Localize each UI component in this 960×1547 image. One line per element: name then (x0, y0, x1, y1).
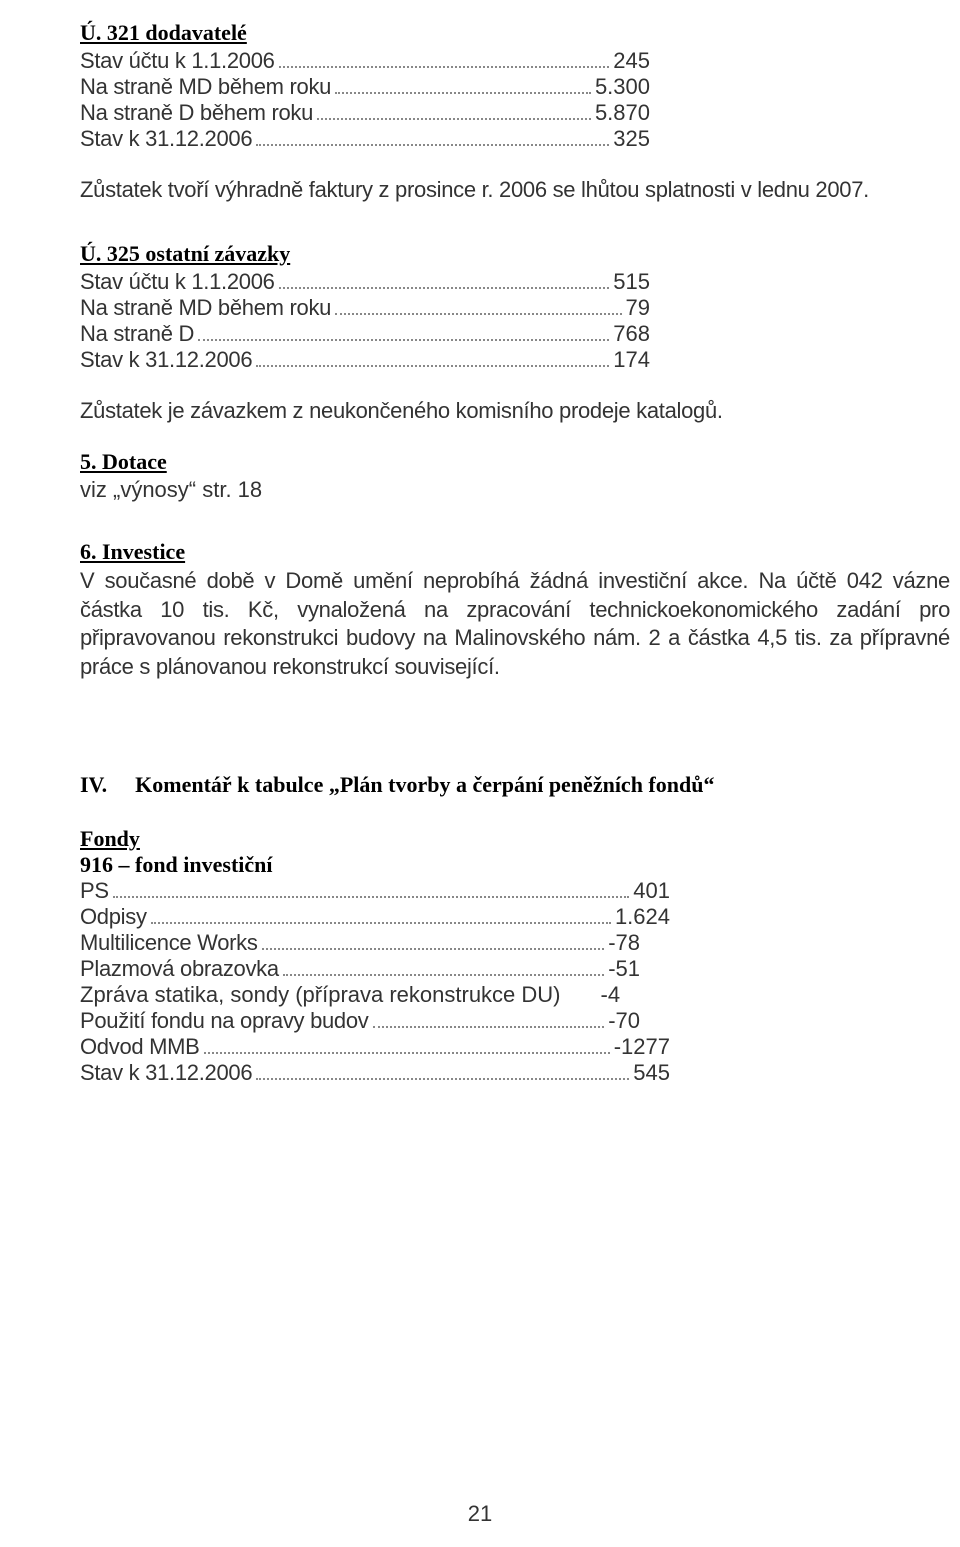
row-value: -51 (608, 956, 640, 982)
dot-leader (335, 92, 591, 94)
heading-dotace: 5. Dotace (80, 449, 950, 475)
row: Na straně MD během roku 79 (80, 295, 650, 321)
row-label: Na straně MD během roku (80, 74, 331, 100)
dot-leader (279, 287, 610, 289)
fondy-heading: Fondy (80, 826, 950, 852)
dotace-sub: viz „výnosy“ str. 18 (80, 477, 950, 503)
dot-leader (283, 974, 604, 976)
row-label: Odpisy (80, 904, 147, 930)
row-label: Na straně MD během roku (80, 295, 331, 321)
row-label: Stav účtu k 1.1.2006 (80, 269, 275, 295)
row: Stav k 31.12.2006 174 (80, 347, 650, 373)
fondy-sub: 916 – fond investiční (80, 852, 950, 878)
note-321: Zůstatek tvoří výhradně faktury z prosin… (80, 176, 950, 205)
row-label: Zpráva statika, sondy (příprava rekonstr… (80, 982, 561, 1008)
row: Plazmová obrazovka -51 (80, 956, 640, 982)
dot-leader (279, 66, 610, 68)
page-number: 21 (0, 1501, 960, 1527)
row-label: Použití fondu na opravy budov (80, 1008, 369, 1034)
row: Použití fondu na opravy budov -70 (80, 1008, 640, 1034)
dot-leader (335, 313, 621, 315)
row-value: 245 (613, 48, 650, 74)
note-325: Zůstatek je závazkem z neukončeného komi… (80, 397, 950, 426)
section-325: Ú. 325 ostatní závazky Stav účtu k 1.1.2… (80, 241, 950, 426)
row-label: Multilicence Works (80, 930, 258, 956)
row-value: 768 (613, 321, 650, 347)
row: Stav k 31.12.2006 325 (80, 126, 650, 152)
iv-title: Komentář k tabulce „Plán tvorby a čerpán… (135, 772, 714, 797)
row: Stav k 31.12.2006 545 (80, 1060, 670, 1086)
row-label: Plazmová obrazovka (80, 956, 279, 982)
row-label: Stav k 31.12.2006 (80, 347, 252, 373)
section-321: Ú. 321 dodavatelé Stav účtu k 1.1.2006 2… (80, 20, 950, 205)
row: Stav účtu k 1.1.2006 245 (80, 48, 650, 74)
row-label: Na straně D během roku (80, 100, 313, 126)
dot-leader (256, 365, 609, 367)
row-label: Na straně D (80, 321, 194, 347)
heading-321: Ú. 321 dodavatelé (80, 20, 950, 46)
row-value: 5.870 (595, 100, 650, 126)
row-value: -1277 (614, 1034, 670, 1060)
page-content: Ú. 321 dodavatelé Stav účtu k 1.1.2006 2… (0, 0, 960, 1547)
row: Na straně D 768 (80, 321, 650, 347)
heading-325: Ú. 325 ostatní závazky (80, 241, 950, 267)
row-label: Stav k 31.12.2006 (80, 1060, 252, 1086)
row: Stav účtu k 1.1.2006 515 (80, 269, 650, 295)
row-label: Odvod MMB (80, 1034, 200, 1060)
section-investice: 6. Investice V současné době v Domě uměn… (80, 539, 950, 681)
dot-leader (373, 1026, 605, 1028)
row-value: 79 (626, 295, 650, 321)
row-value: 174 (613, 347, 650, 373)
dot-leader (113, 896, 630, 898)
row-value: 5.300 (595, 74, 650, 100)
row: Odpisy 1.624 (80, 904, 670, 930)
dot-leader (204, 1052, 610, 1054)
row-label: PS (80, 878, 109, 904)
row-special: Zpráva statika, sondy (příprava rekonstr… (80, 982, 950, 1008)
row: Na straně MD během roku 5.300 (80, 74, 650, 100)
row-value: -70 (608, 1008, 640, 1034)
dot-leader (256, 144, 609, 146)
dot-leader (262, 948, 605, 950)
dot-leader (256, 1078, 629, 1080)
iv-label: IV. (80, 772, 107, 797)
section-iv-heading: IV. Komentář k tabulce „Plán tvorby a čer… (80, 772, 950, 798)
row: Multilicence Works -78 (80, 930, 640, 956)
row-value: 1.624 (615, 904, 670, 930)
investice-text: V současné době v Domě umění neprobíhá ž… (80, 567, 950, 681)
row-value: 325 (613, 126, 650, 152)
row-label: Stav k 31.12.2006 (80, 126, 252, 152)
dot-leader (198, 339, 609, 341)
row-value: 545 (633, 1060, 670, 1086)
row-label: Stav účtu k 1.1.2006 (80, 48, 275, 74)
row-value: -78 (608, 930, 640, 956)
dot-leader (317, 118, 591, 120)
row-value: 401 (633, 878, 670, 904)
dot-leader (151, 922, 611, 924)
row-value: -4 (601, 982, 621, 1008)
row-value: 515 (613, 269, 650, 295)
heading-investice: 6. Investice (80, 539, 950, 565)
section-dotace: 5. Dotace viz „výnosy“ str. 18 (80, 449, 950, 503)
section-fondy: Fondy 916 – fond investiční PS 401 Odpis… (80, 826, 950, 1086)
row: PS 401 (80, 878, 670, 904)
row: Odvod MMB -1277 (80, 1034, 670, 1060)
row: Na straně D během roku 5.870 (80, 100, 650, 126)
